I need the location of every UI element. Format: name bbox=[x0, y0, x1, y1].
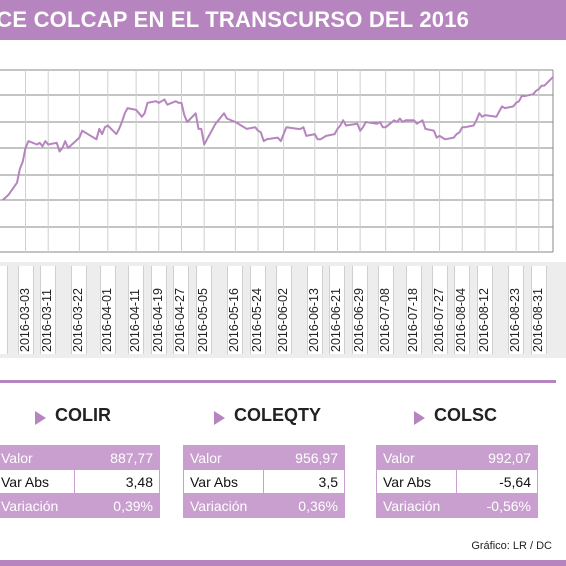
x-tick-label: 2016-06-13 bbox=[306, 266, 323, 354]
row-value: 0,36% bbox=[263, 493, 345, 518]
panel-title: COLIR bbox=[55, 405, 111, 425]
stats-table-colsc: Valor 992,07 Var Abs -5,64 Variación -0,… bbox=[376, 445, 538, 518]
x-tick-label: 2016-07-18 bbox=[406, 266, 423, 354]
panel-title: COLEQTY bbox=[234, 405, 322, 425]
table-row: Variación 0,39% bbox=[0, 493, 160, 518]
bottom-bar bbox=[0, 560, 566, 566]
row-value: 887,77 bbox=[74, 445, 160, 470]
row-value: -0,56% bbox=[456, 493, 538, 518]
row-value: -5,64 bbox=[456, 469, 538, 494]
row-label: Variación bbox=[183, 493, 264, 518]
x-tick-label: 2016-07-08 bbox=[377, 266, 394, 354]
x-tick-label: 2016-04-01 bbox=[99, 266, 116, 354]
x-tick-label: 2016-06-02 bbox=[275, 266, 292, 354]
table-row: Var Abs 3,5 bbox=[183, 469, 345, 494]
x-tick-label: 2016-08-31 bbox=[530, 266, 547, 354]
row-label: Valor bbox=[376, 445, 457, 470]
row-value: 3,48 bbox=[74, 469, 160, 494]
row-value: 3,5 bbox=[263, 469, 345, 494]
x-tick-label: 2016-03-22 bbox=[71, 266, 88, 354]
x-tick-label: 2016-07-27 bbox=[431, 266, 448, 354]
row-value: 0,39% bbox=[74, 493, 160, 518]
x-tick-label: 2016-05-05 bbox=[196, 266, 213, 354]
x-tick-label: 2016-04-11 bbox=[128, 266, 145, 354]
x-tick-label: 2016-08-23 bbox=[508, 266, 525, 354]
row-label: Valor bbox=[0, 445, 75, 470]
source-credit: Gráfico: LR / DC bbox=[471, 540, 552, 552]
row-value: 992,07 bbox=[456, 445, 538, 470]
arrow-icon bbox=[35, 411, 46, 425]
stats-table-colir: Valor 887,77 Var Abs 3,48 Variación 0,39… bbox=[0, 445, 160, 518]
table-row: Var Abs 3,48 bbox=[0, 469, 160, 494]
row-label: Var Abs bbox=[376, 469, 457, 494]
x-tick-label: 2016-04-27 bbox=[173, 266, 190, 354]
table-row: Variación 0,36% bbox=[183, 493, 345, 518]
chart-title: ICE COLCAP EN EL TRANSCURSO DEL 2016 bbox=[0, 7, 470, 32]
x-tick-label: 2016-08-04 bbox=[454, 266, 471, 354]
arrow-icon bbox=[414, 411, 425, 425]
row-label: Variación bbox=[376, 493, 457, 518]
x-tick-label: 2016-06-21 bbox=[329, 266, 346, 354]
stats-table-coleqty: Valor 956,97 Var Abs 3,5 Variación 0,36% bbox=[183, 445, 345, 518]
x-tick-label: 2016-08-12 bbox=[476, 266, 493, 354]
x-tick-label: 2016-05-16 bbox=[227, 266, 244, 354]
row-label: Valor bbox=[183, 445, 264, 470]
section-divider bbox=[0, 380, 556, 383]
title-bar: ICE COLCAP EN EL TRANSCURSO DEL 2016 bbox=[0, 0, 566, 40]
table-row: Valor 956,97 bbox=[183, 445, 345, 470]
table-row: Valor 887,77 bbox=[0, 445, 160, 470]
row-label: Var Abs bbox=[183, 469, 264, 494]
panel-title: COLSC bbox=[434, 405, 497, 425]
row-value: 956,97 bbox=[263, 445, 345, 470]
row-label: Var Abs bbox=[0, 469, 75, 494]
line-chart bbox=[0, 69, 554, 253]
series-line bbox=[2, 76, 554, 201]
x-tick-label: 2016-05-24 bbox=[250, 266, 267, 354]
x-axis-date-labels: 2016-03-03 2016-03-11 2016-03-22 2016-04-01… bbox=[0, 266, 566, 354]
table-row: Valor 992,07 bbox=[376, 445, 538, 470]
x-tick-label: 2016-03-11 bbox=[40, 266, 57, 354]
table-row: Var Abs -5,64 bbox=[376, 469, 538, 494]
x-tick-label: 2016-06-29 bbox=[352, 266, 369, 354]
x-tick-label: 2016-04-19 bbox=[150, 266, 167, 354]
x-tick-label-partial bbox=[0, 266, 8, 354]
row-label: Variación bbox=[0, 493, 75, 518]
table-row: Variación -0,56% bbox=[376, 493, 538, 518]
arrow-icon bbox=[214, 411, 225, 425]
x-tick-label: 2016-03-03 bbox=[17, 266, 34, 354]
